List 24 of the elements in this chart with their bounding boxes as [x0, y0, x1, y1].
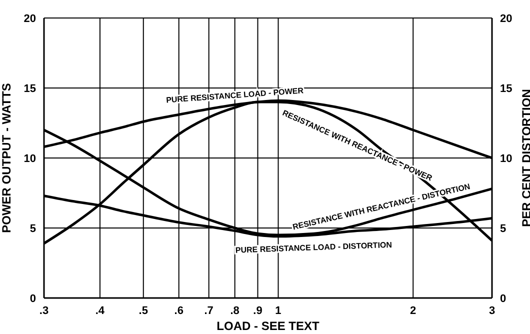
y-tick-label: 5 — [30, 222, 36, 235]
y-tick-label: 20 — [24, 12, 36, 25]
series-label: PURE RESISTANCE LOAD - POWER — [166, 86, 304, 105]
y2-tick-label: 10 — [500, 152, 512, 165]
x-tick-label: 3 — [488, 304, 496, 317]
y-tick-label: 15 — [24, 82, 36, 95]
y2-tick-label: 5 — [500, 222, 506, 235]
x-tick-label: .4 — [95, 304, 106, 317]
x-tick-label: .3 — [39, 304, 49, 317]
x-tick-label: .6 — [174, 304, 184, 317]
x-tick-label: .7 — [204, 304, 214, 317]
x-axis-title: LOAD - SEE TEXT — [216, 319, 320, 333]
y2-tick-label: 15 — [500, 82, 512, 95]
x-tick-label: 1 — [275, 304, 282, 317]
x-tick-label: .9 — [253, 304, 262, 317]
y-tick-label: 10 — [24, 152, 36, 165]
x-tick-label: .5 — [138, 304, 148, 317]
x-tick-label: 2 — [410, 304, 416, 317]
y-tick-label: 0 — [30, 292, 36, 305]
y-axis-title: POWER OUTPUT - WATTS — [0, 83, 14, 233]
x-tick-label: .8 — [230, 304, 240, 317]
y2-tick-label: 0 — [500, 292, 506, 305]
y2-tick-label: 20 — [500, 12, 512, 25]
y2-axis-title: PER CENT DISTORTION — [519, 89, 530, 227]
